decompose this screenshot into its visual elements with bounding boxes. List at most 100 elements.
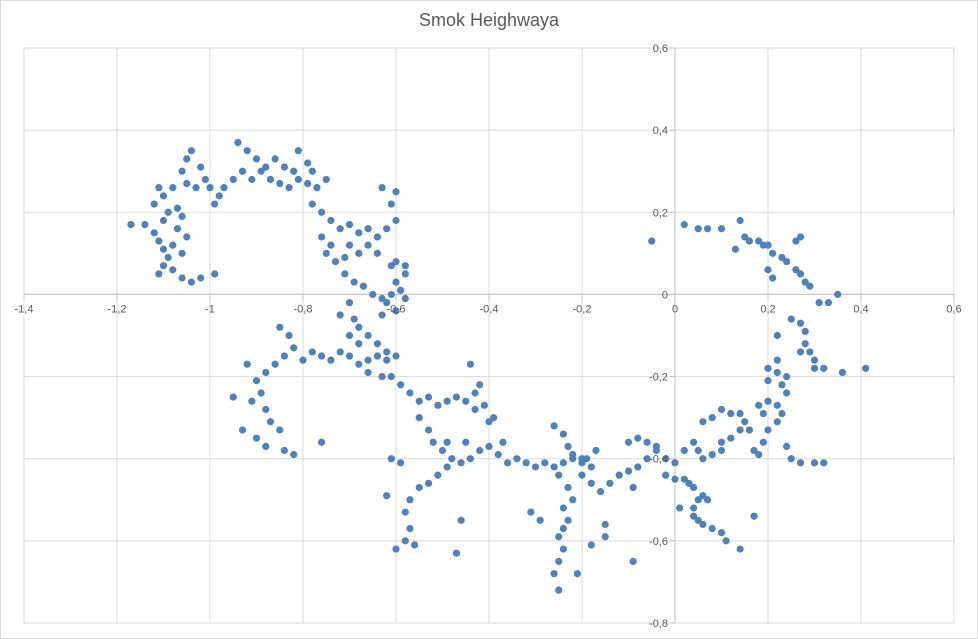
data-point: [759, 409, 767, 418]
data-point: [262, 442, 270, 450]
data-point: [169, 241, 177, 249]
data-point: [327, 241, 335, 249]
data-point: [755, 237, 763, 245]
data-point: [173, 225, 182, 233]
data-point: [266, 175, 275, 184]
x-tick-label: -0,4: [480, 303, 499, 315]
data-point: [559, 545, 568, 553]
data-point: [699, 520, 707, 529]
data-point: [717, 438, 726, 446]
data-point: [527, 508, 535, 516]
data-point: [564, 442, 572, 450]
data-point: [662, 471, 670, 479]
data-point: [485, 418, 493, 426]
data-point: [569, 451, 577, 459]
data-point: [750, 512, 758, 520]
data-point: [187, 278, 195, 286]
data-point: [555, 586, 563, 594]
data-point: [345, 352, 354, 360]
data-point: [629, 557, 637, 565]
data-point: [778, 253, 786, 262]
data-point: [383, 225, 391, 233]
data-point: [127, 221, 135, 229]
data-point: [169, 266, 177, 274]
data-point: [164, 253, 172, 262]
data-point: [759, 241, 767, 249]
data-point: [280, 352, 288, 360]
data-point: [513, 455, 521, 463]
data-point: [424, 426, 433, 434]
data-point: [383, 492, 391, 500]
data-point: [587, 479, 595, 487]
axes: [23, 47, 955, 624]
x-tick-label: -1,2: [108, 303, 127, 315]
x-tick-label: 0: [672, 303, 678, 315]
data-point: [564, 483, 572, 492]
data-point: [355, 340, 363, 348]
data-point: [150, 200, 158, 208]
gridlines: [23, 47, 955, 624]
data-point: [150, 229, 158, 237]
data-point: [457, 459, 465, 467]
data-point: [178, 249, 186, 257]
data-point: [159, 262, 168, 270]
data-point: [415, 414, 423, 422]
data-point: [727, 434, 735, 442]
data-point: [773, 331, 781, 340]
data-point: [262, 368, 270, 377]
y-tick-label: -0,2: [649, 372, 668, 384]
data-point: [345, 331, 354, 340]
data-point: [569, 496, 577, 504]
data-point: [783, 372, 791, 381]
data-point: [717, 225, 726, 233]
data-point: [764, 397, 772, 405]
data-point: [364, 331, 372, 340]
data-point: [731, 245, 740, 253]
data-point: [159, 192, 168, 200]
data-point: [397, 381, 405, 389]
data-point: [159, 245, 168, 253]
data-point: [173, 204, 182, 212]
data-point: [387, 200, 395, 208]
data-point: [680, 475, 688, 483]
data-point: [411, 541, 419, 549]
data-point: [178, 167, 186, 175]
data-point: [206, 184, 214, 192]
data-point: [211, 200, 219, 208]
data-point: [550, 422, 558, 430]
data-point: [392, 188, 400, 196]
data-point: [336, 348, 344, 356]
data-point: [824, 299, 833, 307]
data-point: [796, 233, 805, 241]
data-point: [578, 471, 586, 479]
x-tick-label: -0,2: [573, 303, 592, 315]
data-point: [452, 393, 461, 401]
data-point: [801, 278, 809, 286]
data-point: [769, 249, 777, 257]
data-point: [373, 352, 381, 360]
data-point: [355, 229, 363, 237]
data-point: [141, 221, 149, 229]
data-point: [685, 479, 693, 487]
data-point: [201, 175, 209, 184]
data-point: [271, 155, 279, 163]
data-point: [252, 377, 261, 385]
data-point: [764, 377, 772, 385]
data-point: [308, 167, 316, 175]
data-point: [457, 516, 465, 524]
data-point: [769, 274, 777, 282]
x-tick-label: 0,2: [760, 303, 775, 315]
data-point: [434, 401, 442, 409]
data-point: [773, 418, 781, 426]
data-point: [471, 405, 479, 414]
data-point: [243, 360, 251, 368]
data-point: [229, 175, 237, 184]
data-point: [345, 241, 354, 249]
data-point: [424, 479, 433, 487]
data-point: [694, 496, 702, 504]
data-point: [290, 167, 298, 175]
data-point: [764, 426, 772, 434]
data-point: [169, 184, 177, 192]
data-point: [285, 331, 293, 340]
data-point: [397, 459, 405, 467]
